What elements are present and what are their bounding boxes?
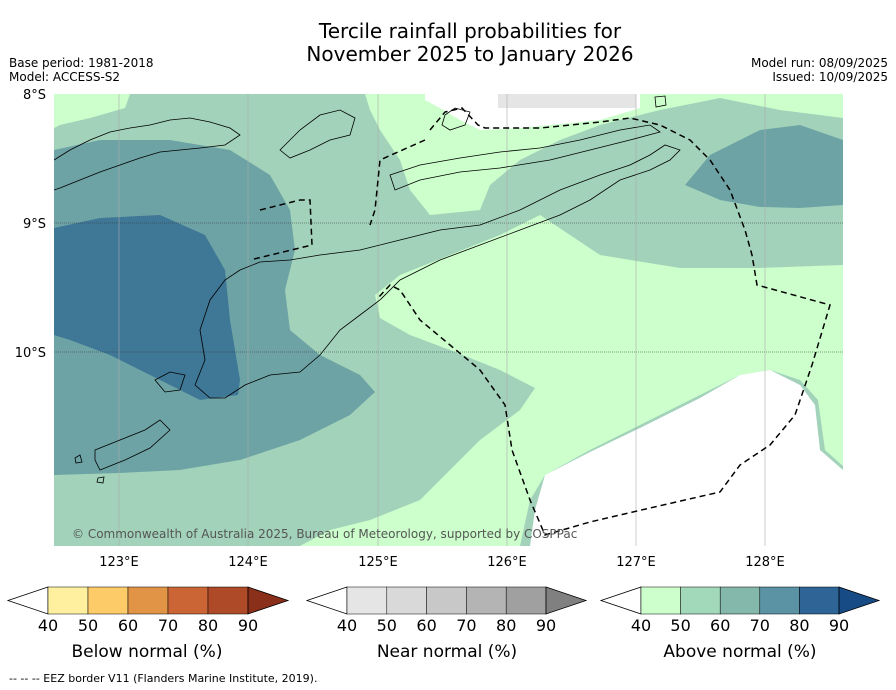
lon-label-123e: 123°E [99,555,139,570]
colorbar-below-segment [47,586,89,615]
colorbar-above-tick: 60 [710,616,730,635]
lon-label-127e: 127°E [616,555,656,570]
colorbar-title-above: Above normal (%) [663,642,816,662]
base-period: Base period: 1981-2018 [9,56,154,70]
eez-footnote: -- -- -- EEZ border V11 (Flanders Marine… [9,672,318,685]
colorbar-near-tick: 60 [416,616,436,635]
above-50-bottom [54,470,330,535]
colorbar-below-tick: 60 [118,616,138,635]
colorbar-below-segment [87,586,129,615]
colorbar-above-tick: 90 [829,616,849,635]
colorbar-above-tick: 70 [750,616,770,635]
above-60-east [685,125,843,208]
colorbar-near-extend-low [305,586,348,615]
coastlines [54,95,681,484]
colorbar-near-tick: 90 [536,616,556,635]
colorbar-below-extend-high [247,586,290,615]
colorbar-above-segment [719,586,761,615]
colorbar-above-segment [759,586,800,615]
title-line-1: Tercile rainfall probabilities for [318,19,622,43]
colorbar-above-tick: 40 [631,616,651,635]
colorbar-near-segment [426,586,467,615]
meta-right: Model run: 08/09/2025 Issued: 10/09/2025 [751,56,888,84]
copyright-text: © Commonwealth of Australia 2025, Bureau… [72,527,577,541]
issued-date: Issued: 10/09/2025 [772,70,888,84]
colorbar-below-extend-low [6,586,49,615]
colorbar-below-tick: 50 [78,616,98,635]
colorbar-near-tick: 80 [496,616,516,635]
colorbar-below-segment [167,586,209,615]
model-run: Model run: 08/09/2025 [750,56,888,70]
map-title: Tercile rainfall probabilities for Novem… [0,20,896,66]
near-normal-top [498,94,636,108]
colorbar-title-near: Near normal (%) [377,642,517,662]
colorbar-near-segment [466,586,507,615]
lon-label-126e: 126°E [487,555,527,570]
colorbar-above-extend-high [838,586,881,615]
colorbar-above-segment [640,586,681,615]
colorbar-above-segment [680,586,721,615]
colorbar-below-tick: 80 [198,616,218,635]
colorbar-near-segment [386,586,427,615]
map-plot-area: © Commonwealth of Australia 2025, Bureau… [54,94,843,546]
lat-label-10s: 10°S [15,346,46,361]
colorbar-below-normal: 40 50 60 70 80 90 [6,586,290,635]
colorbar-near-tick: 40 [337,616,357,635]
model-name: Model: ACCESS-S2 [9,70,121,84]
colorbar-above-tick: 50 [670,616,690,635]
colorbar-below-segment [127,586,169,615]
colorbar-near-tick: 50 [377,616,397,635]
title-line-2: November 2025 to January 2026 [306,42,634,66]
colorbar-near-tick: 70 [456,616,476,635]
above-70-west [54,215,240,400]
colorbar-near-extend-high [545,586,588,615]
meta-left: Base period: 1981-2018 Model: ACCESS-S2 [9,56,154,84]
lat-label-8s: 8°S [23,88,46,103]
colorbar-above-extend-low [599,586,642,615]
above-40-central [300,215,843,546]
colorbar-above-segment [799,586,840,615]
lon-label-128e: 128°E [745,555,785,570]
colorbar-title-below: Below normal (%) [72,642,223,662]
colorbar-near-normal: 40 50 60 70 80 90 [305,586,588,635]
colorbar-below-segment [207,586,249,615]
colorbar-below-tick: 70 [158,616,178,635]
colorbar-near-segment [346,586,388,615]
colorbar-near-segment [505,586,547,615]
above-40-topleft [54,94,130,128]
eez-border [249,107,831,536]
colorbar-above-tick: 80 [789,616,809,635]
lon-label-125e: 125°E [358,555,398,570]
lon-label-124e: 124°E [228,555,268,570]
lat-label-9s: 9°S [23,217,46,232]
colorbar-above-normal: 40 50 60 70 80 90 [599,586,881,635]
colorbar-below-tick: 90 [238,616,258,635]
colorbar-below-tick: 40 [38,616,58,635]
grid-lines [54,94,843,546]
